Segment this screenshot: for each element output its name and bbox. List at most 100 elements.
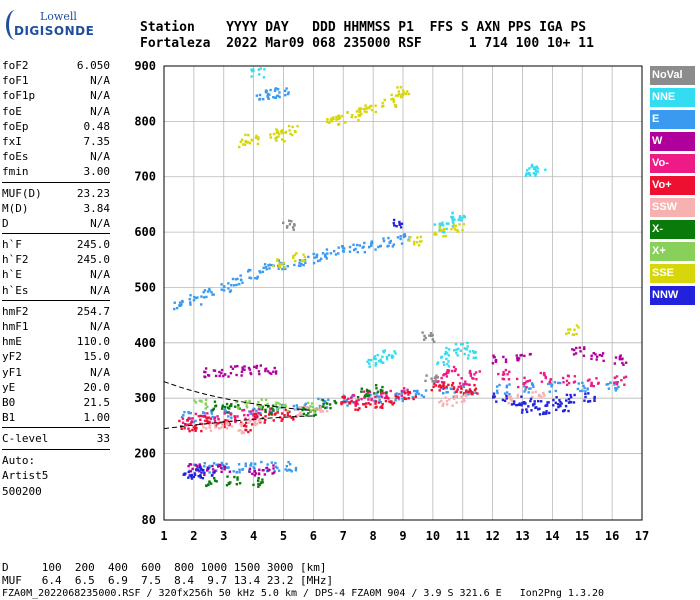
- data-point: [293, 223, 296, 226]
- data-point: [387, 397, 390, 400]
- data-point: [325, 409, 329, 413]
- logo-arc-icon: [6, 10, 25, 40]
- data-point: [202, 470, 205, 473]
- x-tick-label: 10: [426, 529, 440, 543]
- data-point: [249, 419, 252, 423]
- data-point: [387, 236, 390, 240]
- data-point: [510, 403, 514, 406]
- data-point: [455, 401, 458, 404]
- data-point: [463, 352, 467, 356]
- data-point: [263, 68, 266, 71]
- data-point: [534, 406, 537, 410]
- data-point: [243, 365, 246, 368]
- param-name: D: [2, 216, 9, 230]
- data-point: [453, 227, 456, 230]
- data-point: [241, 366, 244, 369]
- data-point: [399, 235, 402, 238]
- data-point: [391, 403, 394, 406]
- data-point: [303, 404, 306, 407]
- param-name: h`Es: [2, 283, 29, 297]
- data-point: [405, 90, 409, 93]
- data-point: [495, 389, 499, 392]
- data-point: [394, 394, 397, 398]
- data-point: [451, 404, 454, 407]
- data-point: [363, 110, 366, 113]
- data-point: [208, 471, 211, 474]
- param-value: N/A: [90, 283, 110, 297]
- param-row: yF2 15.0: [2, 349, 110, 364]
- data-point: [264, 415, 267, 418]
- data-point: [366, 391, 370, 394]
- param-name: M(D): [2, 201, 29, 215]
- data-point: [520, 404, 523, 407]
- data-point: [568, 400, 572, 404]
- file-info-row: FZA0M_2022068235000.RSF / 320fx256h 50 k…: [2, 588, 605, 599]
- data-point: [319, 410, 322, 413]
- data-point: [215, 480, 218, 483]
- data-point: [253, 462, 257, 466]
- data-point: [474, 371, 478, 374]
- data-point: [571, 333, 575, 336]
- data-point: [348, 402, 352, 405]
- legend-item: W: [650, 132, 695, 151]
- data-point: [622, 376, 626, 379]
- data-point: [294, 259, 297, 263]
- data-point: [235, 283, 238, 287]
- data-point: [510, 399, 514, 403]
- data-point: [563, 409, 566, 412]
- data-point: [199, 474, 202, 477]
- data-point: [183, 473, 186, 476]
- data-point: [493, 355, 496, 359]
- data-point: [299, 411, 302, 414]
- data-point: [445, 222, 449, 225]
- data-point: [447, 222, 450, 225]
- data-point: [358, 244, 362, 247]
- data-point: [252, 483, 255, 487]
- data-point: [419, 235, 423, 239]
- data-point: [213, 479, 217, 482]
- data-point: [304, 406, 308, 409]
- data-point: [286, 469, 289, 472]
- x-tick-label: 6: [310, 529, 317, 543]
- data-point: [457, 218, 460, 222]
- data-point: [325, 120, 329, 123]
- data-point: [203, 462, 206, 465]
- data-point: [466, 345, 469, 348]
- data-point: [233, 365, 237, 368]
- data-point: [256, 422, 259, 425]
- data-point: [468, 388, 472, 391]
- data-point: [307, 406, 311, 410]
- data-point: [503, 392, 507, 395]
- data-point: [193, 472, 196, 475]
- data-point: [268, 410, 272, 413]
- data-point: [400, 391, 404, 395]
- data-point: [187, 470, 190, 474]
- param-value: N/A: [90, 320, 110, 333]
- param-name: yF1: [2, 365, 22, 379]
- data-point: [530, 409, 533, 412]
- data-point: [264, 410, 267, 414]
- data-point: [230, 416, 233, 419]
- data-point: [212, 471, 216, 474]
- data-point: [267, 97, 270, 100]
- data-point: [244, 462, 247, 465]
- data-point: [460, 400, 464, 404]
- data-point: [236, 277, 239, 281]
- data-point: [567, 331, 570, 335]
- data-point: [453, 349, 456, 352]
- data-point: [445, 371, 449, 374]
- data-point: [272, 419, 275, 422]
- data-point: [397, 392, 401, 396]
- param-name: yF2: [2, 350, 22, 364]
- data-point: [250, 75, 253, 78]
- data-point: [532, 385, 535, 389]
- data-point: [414, 389, 417, 393]
- data-point: [204, 407, 207, 410]
- data-point: [397, 90, 400, 93]
- data-point: [587, 392, 590, 395]
- data-point: [468, 371, 472, 374]
- data-point: [200, 303, 203, 306]
- data-point: [277, 267, 280, 270]
- param-value: 23.23: [76, 186, 110, 200]
- data-point: [506, 373, 509, 376]
